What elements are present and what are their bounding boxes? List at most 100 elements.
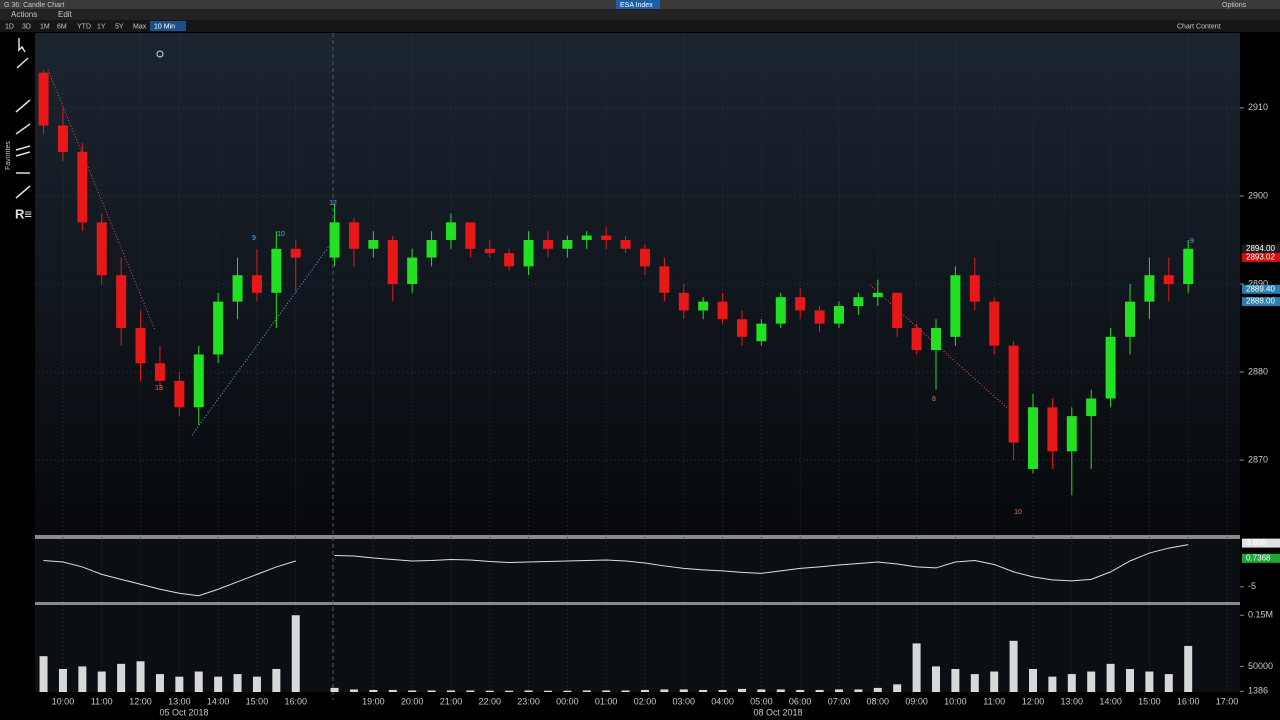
candle-body: [154, 363, 165, 381]
options[interactable]: Options: [1222, 2, 1247, 9]
x-tick-label: 04:00: [711, 696, 734, 706]
interval[interactable]: 10 Min: [154, 23, 175, 30]
trend-line: [869, 284, 1016, 416]
sequence-label: 9: [252, 235, 256, 242]
candle-body: [930, 328, 941, 351]
volume-bar: [485, 690, 494, 692]
x-tick-label: 05:00: [750, 696, 773, 706]
panel-divider: [35, 535, 1240, 539]
menu-item[interactable]: Actions: [11, 10, 37, 19]
volume-bar: [524, 690, 533, 692]
volume-bar: [78, 666, 87, 692]
candle-body: [484, 248, 495, 254]
x-tick-label: 14:00: [1099, 696, 1122, 706]
candle-body: [601, 235, 612, 240]
volume-bar: [1087, 671, 1096, 692]
y-tick-label: 2910: [1248, 102, 1268, 112]
value-marker: [1242, 553, 1280, 563]
volume-bar: [272, 668, 281, 692]
value-marker: [1242, 297, 1280, 307]
menu-item[interactable]: Edit: [58, 10, 73, 19]
volume-bar: [349, 689, 358, 692]
security[interactable]: ESA Index: [620, 2, 653, 9]
candle-body: [38, 72, 49, 126]
r-icon[interactable]: R≡: [15, 206, 32, 221]
candle-body: [1144, 275, 1155, 302]
sequence-label: 13: [155, 385, 163, 392]
volume-bar: [699, 689, 708, 692]
volume-bar: [214, 676, 223, 692]
toolbar: [0, 20, 1280, 32]
x-tick-label: 12:00: [129, 696, 152, 706]
period-button[interactable]: 5Y: [115, 23, 124, 30]
x-tick-label: 10:00: [52, 696, 75, 706]
volume-bar: [718, 689, 727, 692]
chart-content[interactable]: Chart Content: [1177, 23, 1221, 30]
volume-bar: [155, 674, 164, 692]
ray-icon[interactable]: [15, 123, 31, 135]
fib-icon[interactable]: [15, 185, 31, 199]
period-button[interactable]: 1Y: [97, 23, 106, 30]
volume-bar: [912, 643, 921, 692]
candle-body: [1027, 407, 1038, 469]
x-tick-label: 11:00: [983, 696, 1005, 706]
candle-body: [775, 297, 786, 324]
x-tick-label: 23:00: [517, 696, 540, 706]
channel-icon[interactable]: [15, 145, 31, 157]
period-button[interactable]: 6M: [57, 23, 67, 30]
volume-bar: [136, 661, 145, 692]
oscillator-panel: [35, 539, 1240, 602]
sequence-label: 10: [277, 231, 285, 238]
period-button[interactable]: 1D: [5, 23, 14, 30]
y-tick-label: 1386: [1248, 686, 1268, 696]
x-tick-label: 01:00: [595, 696, 618, 706]
volume-bar: [893, 684, 902, 692]
pointer-icon[interactable]: [18, 38, 26, 53]
candle-body: [1183, 248, 1194, 284]
period-button[interactable]: 3D: [22, 23, 31, 30]
y-tick-label: 50000: [1248, 661, 1273, 671]
candle-body: [251, 275, 262, 293]
candle-body: [1086, 398, 1097, 417]
volume-bar: [1048, 676, 1057, 692]
candle-body: [465, 222, 476, 249]
candle-body: [1163, 275, 1174, 284]
x-tick-label: 21:00: [440, 696, 463, 706]
volume-bar: [563, 690, 572, 692]
period-button[interactable]: YTD: [77, 23, 91, 30]
line-icon[interactable]: [15, 99, 31, 113]
period-button[interactable]: 1M: [40, 23, 50, 30]
security-box[interactable]: [616, 0, 660, 9]
x-tick-label: 12:00: [1022, 696, 1045, 706]
value-marker-label: 2893.02: [1246, 253, 1275, 262]
favorites[interactable]: Favorites: [5, 141, 12, 170]
volume-bar: [58, 668, 67, 692]
candle-body: [57, 125, 68, 152]
x-tick-label: 13:00: [168, 696, 191, 706]
x-tick-label: 17:00: [1216, 696, 1239, 706]
volume-bar: [330, 687, 339, 692]
volume-bar: [446, 690, 455, 692]
settings-dot[interactable]: [156, 50, 164, 58]
volume-bar: [1164, 674, 1173, 692]
volume-bar: [369, 689, 378, 692]
volume-bar: [660, 689, 669, 692]
tool-icons[interactable]: [15, 38, 31, 199]
y-tick-label: -5: [1248, 581, 1256, 591]
x-tick-label: 03:00: [673, 696, 696, 706]
sequence-label: 10: [1014, 509, 1022, 516]
candle-body: [116, 275, 127, 329]
date-label: 08 Oct 2018: [753, 707, 802, 717]
candle-body: [213, 301, 224, 355]
trend-lines: [47, 69, 1016, 436]
volume-bar: [873, 687, 882, 692]
x-tick-label: 20:00: [401, 696, 424, 706]
oscillator-line: [334, 544, 1189, 582]
value-marker-label: 3.806: [1246, 538, 1267, 547]
volume-bar: [1028, 668, 1037, 692]
candle-body: [426, 239, 437, 258]
interval-box[interactable]: [150, 21, 186, 31]
period-button[interactable]: Max: [133, 23, 147, 30]
pen-icon[interactable]: [16, 57, 29, 69]
